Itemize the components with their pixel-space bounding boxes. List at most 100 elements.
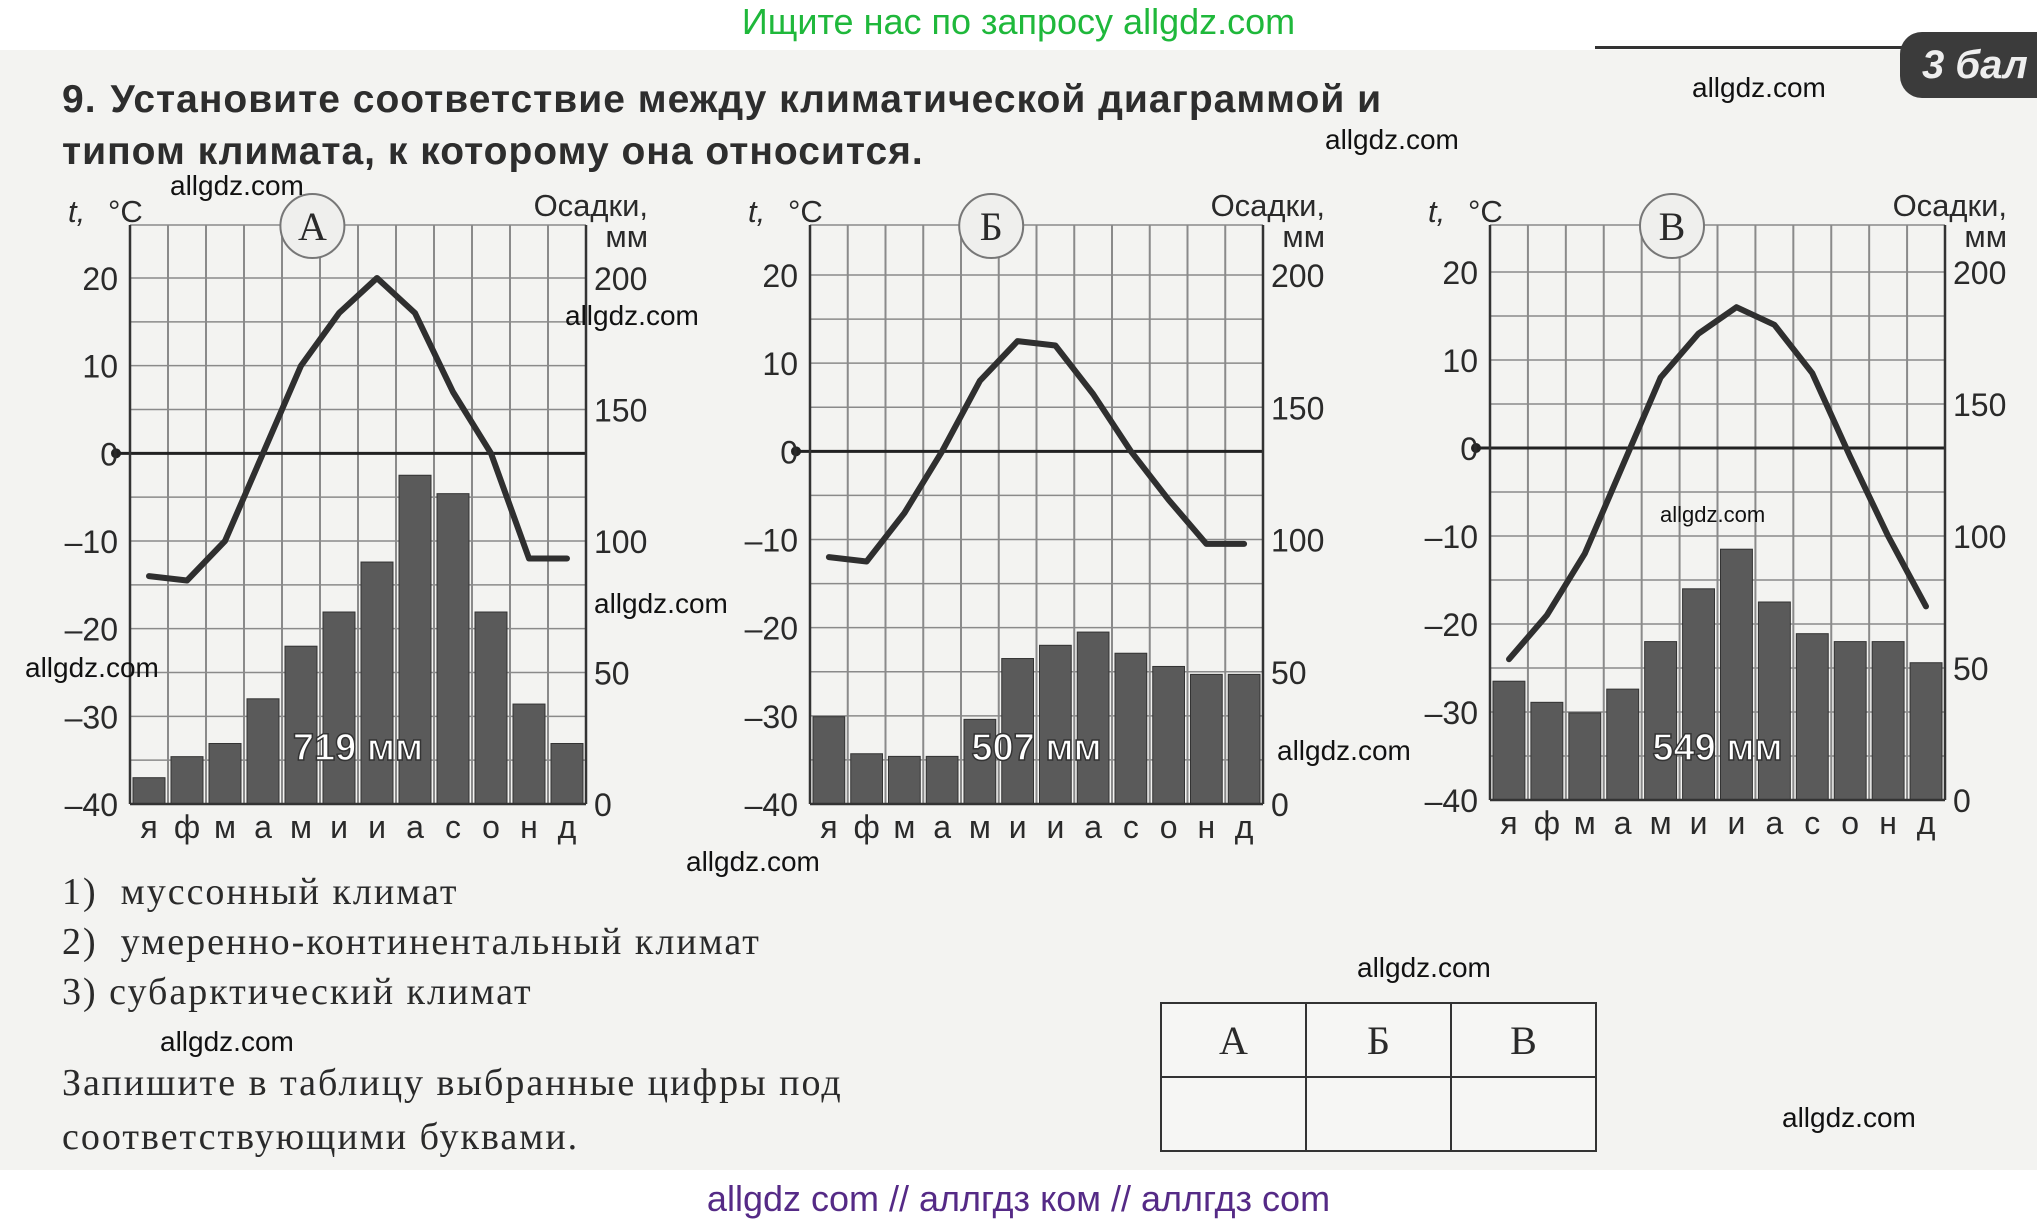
precipitation-tick-label: 0 (594, 787, 612, 823)
temperature-tick-label: –30 (65, 699, 118, 735)
precipitation-tick-label: 200 (1271, 258, 1324, 294)
precipitation-bar (1871, 641, 1905, 801)
month-label: ф (174, 809, 200, 845)
month-label: м (290, 809, 312, 845)
month-label: а (406, 809, 424, 845)
watermark: allgdz.com (1325, 124, 1459, 155)
precipitation-bar (474, 611, 508, 805)
month-label: а (933, 809, 951, 845)
precipitation-bar (170, 756, 204, 805)
precipitation-bar (132, 777, 166, 805)
temperature-line (146, 275, 570, 584)
watermark: allgdz.com (160, 1026, 294, 1057)
month-label: и (1009, 809, 1027, 845)
precipitation-bar (1833, 641, 1867, 801)
answer-header-v: В (1450, 1002, 1597, 1078)
chart-label: Б (980, 204, 1003, 249)
zero-dot (111, 448, 121, 459)
watermark: allgdz.com (1357, 952, 1491, 983)
precipitation-axis-title: Осадки, (1211, 188, 1325, 223)
precipitation-bar (1644, 641, 1678, 801)
watermark: allgdz.com (25, 652, 159, 683)
precipitation-bar (284, 645, 318, 805)
option-1: 1) муссонный климат (62, 870, 459, 914)
precipitation-bar (1909, 662, 1943, 801)
month-label: о (1160, 809, 1178, 845)
temperature-axis-title: t, (748, 194, 765, 229)
option-2: 2) умеренно-континентальный климат (62, 920, 761, 964)
temperature-tick-label: 0 (780, 434, 798, 470)
chart-label: А (298, 204, 327, 249)
precipitation-bar (1492, 680, 1526, 801)
option-number: 2) (62, 921, 98, 963)
precipitation-bar (1152, 665, 1185, 805)
temperature-axis-title: t, (1428, 194, 1445, 229)
month-label: н (1879, 805, 1897, 841)
precipitation-axis-unit: мм (1282, 219, 1325, 254)
precipitation-bar (1720, 548, 1753, 801)
precipitation-bar (512, 703, 546, 805)
option-3: 3) субарктический климат (62, 970, 533, 1014)
option-number: 1) (62, 871, 98, 913)
temperature-tick-label: –20 (745, 611, 798, 647)
temperature-tick-label: –40 (65, 787, 118, 823)
precipitation-tick-label: 0 (1271, 787, 1289, 823)
watermark: allgdz.com (1277, 735, 1411, 766)
precipitation-tick-label: 100 (1271, 523, 1324, 559)
watermark: allgdz.com (686, 846, 820, 877)
precipitation-tick-label: 150 (594, 393, 647, 429)
precipitation-tick-label: 200 (594, 261, 647, 297)
precipitation-bar (925, 755, 959, 805)
precipitation-axis-unit: мм (1964, 219, 2007, 254)
top-banner[interactable]: Ищите нас по запросу allgdz.com (741, 1, 1296, 42)
precipitation-tick-label: 150 (1953, 387, 2006, 423)
month-label: и (1690, 805, 1708, 841)
temperature-axis-unit: °C (1468, 194, 1503, 229)
month-label: м (214, 809, 236, 845)
zero-dot (791, 446, 801, 457)
chart-label-badge (958, 193, 1025, 259)
month-label: с (445, 809, 461, 845)
temperature-line (825, 338, 1248, 565)
total-precipitation-label: 507 мм (971, 727, 1101, 769)
watermark: allgdz.com (1782, 1102, 1916, 1133)
answer-cell-b[interactable] (1305, 1076, 1452, 1152)
watermark: allgdz.com (1660, 502, 1766, 527)
month-label: а (1084, 809, 1102, 845)
month-label: ф (1534, 805, 1560, 841)
option-text: умеренно-континентальный климат (120, 921, 761, 963)
header-rule (1595, 46, 1905, 49)
month-label: м (893, 809, 915, 845)
temperature-tick-label: 0 (100, 436, 118, 472)
option-number: 3) (62, 971, 98, 1013)
precipitation-bar (322, 611, 356, 805)
precipitation-axis-title: Осадки, (534, 188, 648, 223)
precipitation-bar (812, 716, 846, 805)
precipitation-bar (1795, 633, 1829, 801)
precipitation-tick-label: 100 (594, 524, 647, 560)
month-label: я (140, 809, 157, 845)
month-label: н (1198, 809, 1216, 845)
precipitation-bar (1682, 588, 1716, 801)
temperature-tick-label: –20 (1425, 607, 1478, 643)
points-tab: 3 бал (1900, 32, 2037, 98)
month-label: я (1500, 805, 1517, 841)
bottom-banner[interactable]: allgdz com // аллгдз ком // аллгдз com (706, 1178, 1331, 1219)
precipitation-bar (850, 753, 883, 805)
precipitation-axis-title: Осадки, (1893, 188, 2007, 223)
month-label: м (1574, 805, 1596, 841)
question-body: Установите соответствие между климатичес… (62, 78, 1383, 173)
option-text: субарктический климат (109, 971, 533, 1013)
option-text: муссонный климат (120, 871, 459, 913)
month-label: и (1728, 805, 1746, 841)
precipitation-bar (1039, 644, 1072, 805)
precipitation-bar (1606, 688, 1640, 801)
temperature-tick-label: –20 (65, 612, 118, 648)
temperature-tick-label: 10 (82, 349, 118, 385)
answer-cell-a[interactable] (1160, 1076, 1307, 1152)
chart-label: В (1659, 204, 1686, 249)
precipitation-tick-label: 200 (1953, 255, 2006, 291)
answer-cell-v[interactable] (1450, 1076, 1597, 1152)
watermark: allgdz.com (1692, 72, 1826, 103)
precipitation-tick-label: 50 (594, 656, 630, 692)
